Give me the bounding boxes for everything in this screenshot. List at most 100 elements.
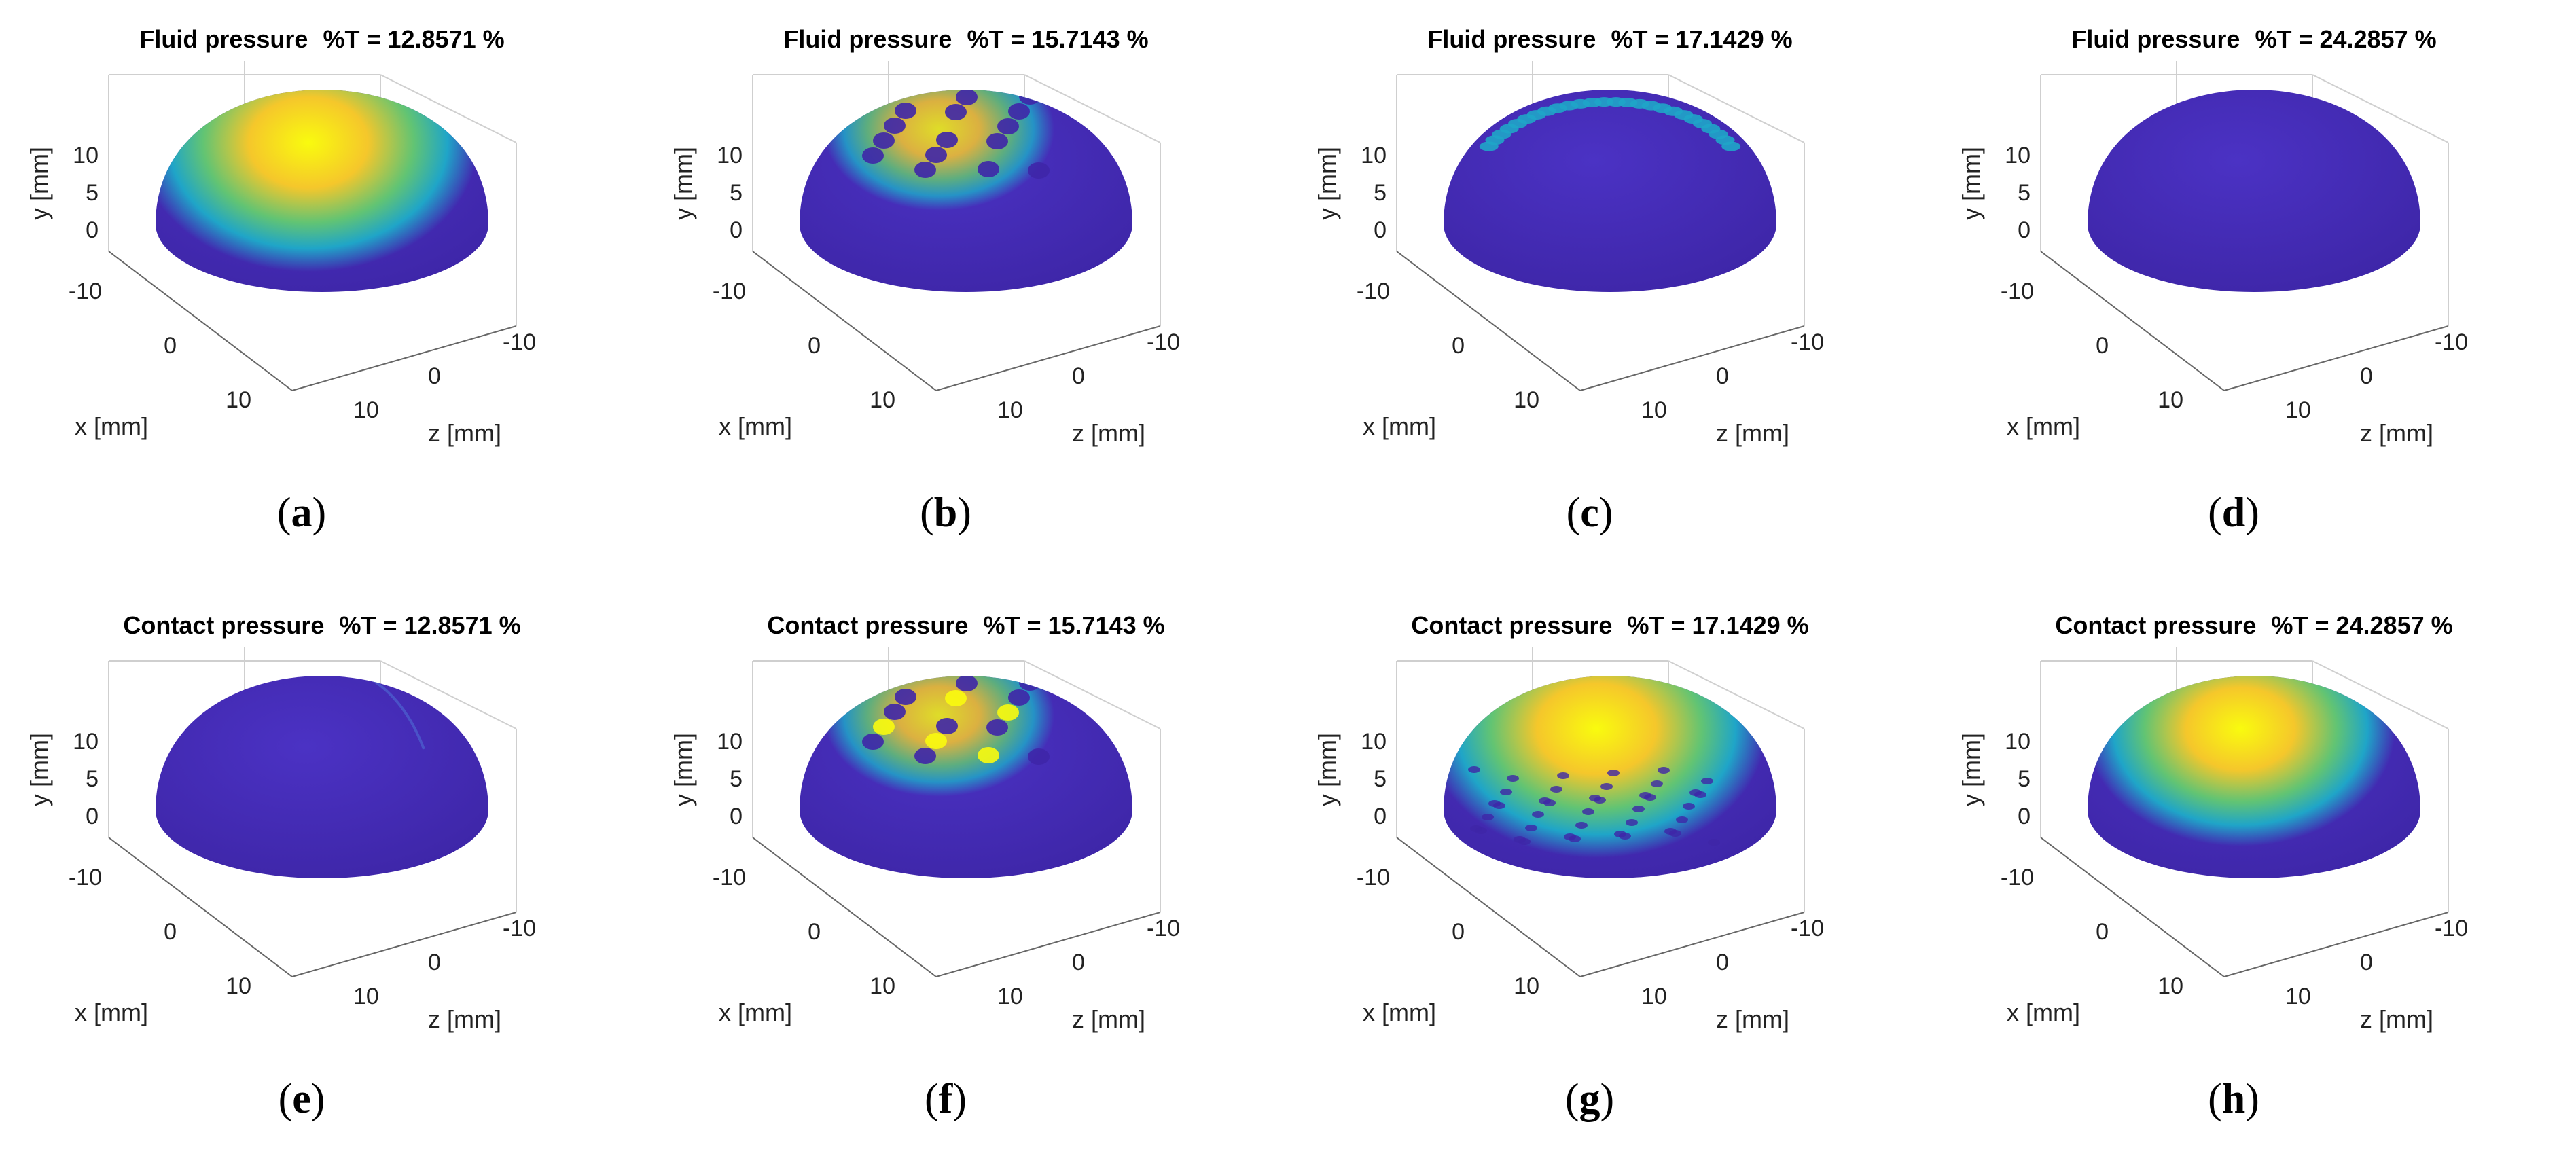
panel-title-quantity: Contact pressure (2055, 611, 2256, 639)
speckle (1676, 816, 1688, 823)
y-tick-label: 5 (86, 766, 99, 792)
z-tick-label: 0 (2360, 363, 2373, 389)
panel-caption-letter: f (938, 1076, 953, 1122)
axes-lines (752, 837, 1161, 977)
z-tick-label: -10 (2435, 916, 2468, 941)
x-axis-label: x [mm] (75, 412, 148, 440)
speckle (1664, 828, 1677, 835)
panel-title: Fluid pressure %T = 24.2857 % (2071, 25, 2436, 53)
panel-d: Fluid pressure %T = 24.2857 % 0 5 10 y [mm] -1… (1932, 0, 2576, 586)
x-tick-label: 0 (808, 333, 821, 359)
pressure-map (1444, 676, 1766, 858)
z-tick-label: 10 (2285, 983, 2311, 1009)
x-tick-label: -10 (1357, 865, 1390, 890)
y-tick-label: 5 (730, 766, 743, 792)
panel-title-percent: %T = 15.7143 % (983, 611, 1164, 639)
z-tick-label: 10 (997, 983, 1023, 1009)
panel-chart-f: Contact pressure %T = 15.7143 % 0 5 10 y [mm]… (669, 611, 1180, 1033)
y-tick-label: 5 (2018, 766, 2031, 792)
panel-title: Fluid pressure %T = 17.1429 % (1427, 25, 1792, 53)
z-tick-label: 0 (1072, 363, 1085, 389)
panel-caption: (g) (1564, 1076, 1615, 1122)
y-tick-label: 10 (73, 729, 99, 755)
pressure-spot (1019, 676, 1041, 691)
panel-title: Contact pressure %T = 17.1429 % (1411, 611, 1808, 639)
panel-chart-h: Contact pressure %T = 24.2857 % 0 5 10 y [mm]… (1957, 611, 2468, 1033)
pressure-spot (914, 162, 936, 178)
speckle (1532, 811, 1544, 818)
z-tick-label: 0 (1072, 950, 1085, 975)
panel-c: Fluid pressure %T = 17.1429 % 0 5 10 y [mm] -1… (1288, 0, 1932, 586)
y-tick-label: 0 (2018, 804, 2031, 829)
panel-caption: (d) (2208, 490, 2259, 536)
panel-e: Contact pressure %T = 12.8571 % 0 5 10 y [mm]… (0, 586, 644, 1172)
pressure-spot (997, 118, 1019, 134)
pressure-spot (1008, 689, 1030, 706)
panel-title: Contact pressure %T = 15.7143 % (767, 611, 1164, 639)
panel-title-quantity: Fluid pressure (1427, 25, 1596, 53)
pressure-region (823, 90, 1054, 211)
pressure-map (823, 73, 1054, 211)
z-tick-label: 10 (1641, 397, 1667, 423)
y-axis-label: y [mm] (1313, 733, 1341, 806)
panel-title-quantity: Fluid pressure (139, 25, 308, 53)
z-axis-label: z [mm] (2360, 1005, 2433, 1033)
z-tick-label: 0 (1716, 363, 1729, 389)
y-axis-label: y [mm] (669, 147, 697, 220)
speckle (1589, 795, 1601, 801)
z-axis-label: z [mm] (428, 1005, 501, 1033)
panel-b: Fluid pressure %T = 15.7143 % 0 5 10 y [mm] -1… (644, 0, 1288, 586)
panel-a: Fluid pressure %T = 12.8571 % 0 5 10 y [mm] -1… (0, 0, 644, 586)
x-tick-label: -10 (2001, 865, 2034, 890)
x-tick-label: 10 (2158, 973, 2183, 999)
axes-lines (108, 837, 517, 977)
pressure-spot (853, 73, 875, 90)
axes-lines (2040, 837, 2449, 977)
panel-caption-letter: g (1579, 1076, 1600, 1122)
z-tick-label: -10 (1147, 916, 1180, 941)
panel-title-quantity: Fluid pressure (783, 25, 952, 53)
speckle (1708, 839, 1720, 846)
panel-caption-letter: h (2221, 1076, 2246, 1122)
speckle (1514, 836, 1526, 843)
z-tick-label: 10 (997, 397, 1023, 423)
y-tick-label: 10 (73, 143, 99, 168)
x-tick-label: 0 (2096, 919, 2109, 945)
speckle (1575, 822, 1588, 829)
z-tick-label: -10 (1791, 916, 1824, 941)
pressure-spot (956, 676, 978, 691)
panel-caption-letter: e (292, 1076, 311, 1122)
pressure-spot (978, 747, 999, 763)
hemisphere-surface (156, 676, 488, 878)
speckle (1639, 792, 1651, 799)
y-tick-label: 10 (1361, 729, 1387, 755)
speckle (1626, 819, 1638, 826)
panel-caption-letter: a (291, 490, 312, 536)
axes-lines (1396, 251, 1805, 391)
panel-title-percent: %T = 24.2857 % (2271, 611, 2452, 639)
z-axis-label: z [mm] (428, 419, 501, 447)
speckle (1600, 783, 1613, 790)
pressure-spot (997, 704, 1019, 721)
pressure-peak (2088, 676, 2395, 846)
pressure-spot (895, 689, 916, 705)
x-axis-label: x [mm] (2007, 998, 2080, 1026)
panel-title-percent: %T = 12.8571 % (323, 25, 504, 53)
panel-caption-letter: d (2221, 490, 2246, 536)
axes-lines (2040, 251, 2449, 391)
z-tick-label: -10 (503, 329, 536, 355)
x-tick-label: 0 (808, 919, 821, 945)
panel-caption: (e) (278, 1076, 325, 1122)
hemisphere-surface (1444, 90, 1776, 292)
x-tick-label: 10 (1514, 387, 1539, 413)
x-tick-label: 10 (870, 387, 895, 413)
pressure-spot (895, 103, 916, 119)
z-axis-label: z [mm] (2360, 419, 2433, 447)
x-tick-label: 0 (2096, 333, 2109, 359)
pressure-streak (1721, 141, 1741, 151)
panel-chart-c: Fluid pressure %T = 17.1429 % 0 5 10 y [mm] -1… (1313, 25, 1824, 447)
panel-title-percent: %T = 24.2857 % (2255, 25, 2436, 53)
pressure-spot (884, 704, 906, 720)
hemisphere-surface (2088, 90, 2420, 292)
